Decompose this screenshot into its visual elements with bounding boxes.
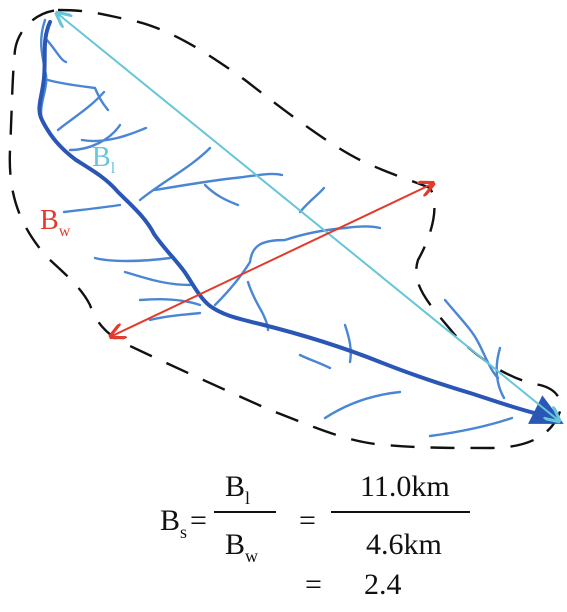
tributary	[298, 353, 332, 370]
formula-result: 2.4	[364, 568, 402, 601]
tributary	[138, 146, 212, 202]
length-label-main: B	[92, 142, 111, 173]
tributary	[323, 390, 402, 420]
fraction-1-numerator: Bl	[225, 470, 250, 508]
length-label: Bl	[92, 142, 116, 177]
equals-sign-3: =	[305, 568, 322, 601]
tributaries	[39, 18, 514, 438]
tributary	[123, 270, 192, 287]
fraction-1-numerator-sub: l	[245, 488, 250, 508]
equals-sign-1: =	[190, 504, 207, 537]
tributary	[443, 298, 500, 380]
tributary	[428, 416, 514, 438]
main-stream	[37, 20, 564, 424]
fraction-1-denominator-sub: w	[245, 546, 258, 566]
fraction-1-numerator-main: B	[225, 470, 245, 503]
tributary	[62, 203, 122, 214]
fraction-1-denominator: Bw	[225, 528, 258, 566]
basin-shape-formula: Bs = Bl Bw = 11.0km 4.6km = 2.4	[160, 470, 470, 601]
formula-lhs: Bs	[160, 504, 187, 542]
formula-lhs-sub: s	[180, 522, 187, 542]
equals-sign-2: =	[299, 504, 316, 537]
tributary	[298, 186, 326, 214]
basin-width-line	[112, 184, 432, 336]
fraction-1-denominator-main: B	[225, 528, 245, 561]
tributary	[343, 323, 352, 364]
tributary	[43, 36, 68, 64]
tributary	[203, 183, 240, 207]
length-label-sub: l	[111, 160, 116, 177]
tributary	[138, 298, 202, 307]
watershed-boundary	[8, 8, 562, 450]
formula-lhs-main: B	[160, 504, 180, 537]
fraction-2-denominator: 4.6km	[366, 528, 442, 561]
tributary	[93, 256, 172, 263]
width-label-main: B	[40, 205, 59, 236]
fraction-2-numerator: 11.0km	[360, 470, 450, 503]
tributary	[213, 225, 382, 307]
tributary	[80, 126, 148, 143]
width-label-sub: w	[59, 223, 71, 240]
tributary	[46, 78, 110, 112]
width-label: Bw	[40, 205, 71, 240]
tributary	[56, 90, 106, 132]
